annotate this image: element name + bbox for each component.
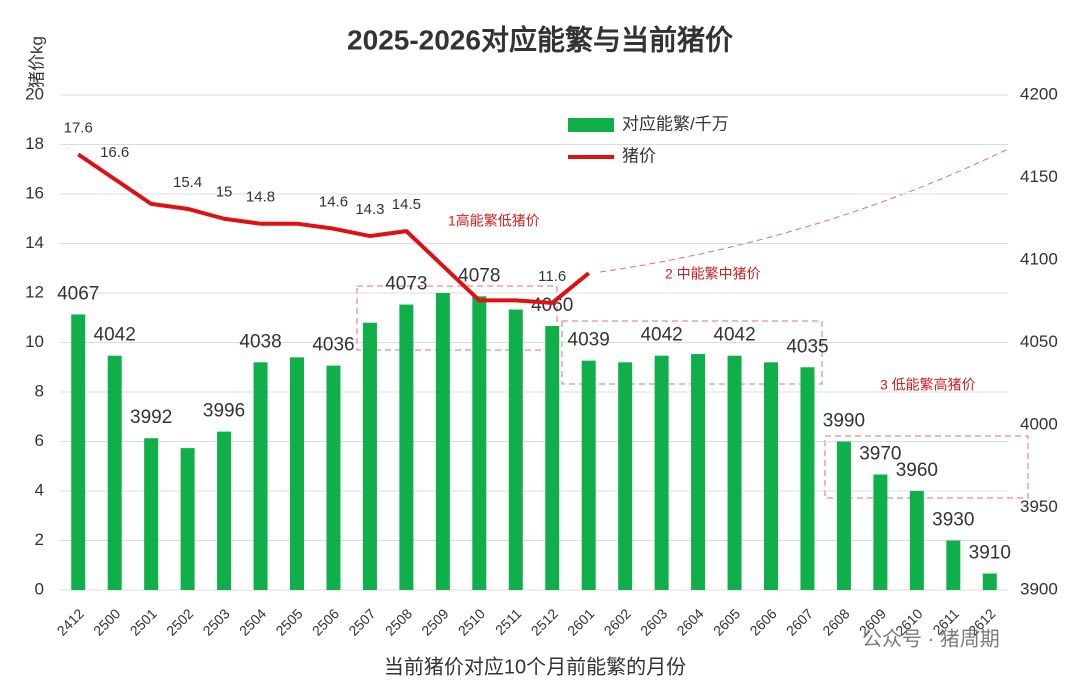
- bar: [909, 491, 924, 590]
- bar: [836, 441, 851, 590]
- y2-tick-label: 4200: [1020, 84, 1058, 103]
- bar-value-label: 4036: [312, 335, 354, 356]
- region-box: [356, 285, 558, 351]
- bar: [472, 296, 487, 590]
- annotation: 3 低能繁高猪价: [880, 377, 976, 393]
- bar: [399, 304, 414, 590]
- y-tick-label: 0: [35, 579, 44, 598]
- region-box: [824, 435, 1029, 499]
- annotation: 2 中能繁中猪价: [665, 266, 761, 282]
- y-tick-label: 16: [25, 183, 44, 202]
- bar: [290, 357, 304, 590]
- bar: [873, 474, 888, 590]
- bar: [508, 309, 523, 590]
- bar: [581, 360, 596, 590]
- bar: [764, 362, 778, 590]
- bar-value-label: 4039: [568, 330, 610, 351]
- y-tick-label: 12: [25, 282, 44, 301]
- bar-value-label: 4078: [458, 265, 500, 286]
- bar-value-label: 3970: [859, 444, 901, 465]
- trend-extension: [599, 147, 1011, 273]
- chart-title: 2025-2026对应能繁与当前猪价: [347, 23, 734, 55]
- bar: [618, 362, 633, 590]
- bar-value-label: 4042: [640, 325, 682, 346]
- bar-value-label: 3910: [969, 543, 1011, 564]
- line-value-label: 17.6: [64, 119, 93, 136]
- bar: [545, 326, 560, 590]
- y-tick-label: 10: [25, 332, 44, 351]
- bar: [253, 362, 268, 590]
- line-value-label: 16.6: [100, 144, 129, 161]
- y-tick-label: 4: [35, 480, 44, 499]
- bar-value-label: 4073: [385, 274, 427, 295]
- y-tick-label: 6: [35, 431, 44, 450]
- bar: [217, 431, 232, 590]
- line-value-label: 11.6: [538, 268, 566, 285]
- y-tick-label: 2: [35, 530, 44, 549]
- line-value-label: 14.3: [355, 201, 384, 218]
- line-value-label: 14.8: [246, 189, 275, 206]
- bar-value-label: 3996: [203, 401, 245, 422]
- legend-label: 猪价: [622, 146, 656, 165]
- bar: [800, 367, 815, 590]
- y-tick-label: 18: [25, 134, 44, 153]
- line-value-label: 14.6: [319, 194, 348, 211]
- bar-value-label: 4035: [786, 336, 828, 357]
- bar: [326, 365, 341, 590]
- y2-tick-label: 4150: [1020, 167, 1058, 186]
- bar: [654, 355, 669, 590]
- bar: [727, 355, 742, 590]
- bar: [435, 293, 450, 590]
- bar: [144, 438, 159, 590]
- legend-swatch: [568, 118, 614, 132]
- bar: [71, 314, 86, 590]
- y-tick-label: 20: [25, 84, 44, 103]
- watermark: 公众号 · 猪周期: [862, 627, 1000, 650]
- bar: [946, 540, 961, 590]
- y-axis-label: 猪价kg: [27, 36, 46, 88]
- bar-value-label: 4067: [57, 283, 99, 304]
- line-value-label: 14.5: [392, 196, 421, 213]
- line-value-label: 15: [216, 184, 233, 201]
- y2-tick-label: 4000: [1020, 414, 1058, 433]
- line: [77, 152, 590, 305]
- bar-value-label: 3960: [896, 460, 938, 481]
- bar-value-label: 4060: [531, 295, 573, 316]
- y-tick-label: 14: [25, 233, 44, 252]
- bar-value-label: 4042: [94, 325, 136, 346]
- bar-value-label: 3930: [932, 510, 974, 531]
- annotation: 1高能繁低猪价: [448, 213, 540, 229]
- legend-label: 对应能繁/千万: [622, 114, 729, 133]
- y2-tick-label: 4050: [1020, 332, 1058, 351]
- x-axis-label: 当前猪价对应10个月前能繁的月份: [384, 655, 686, 678]
- y2-tick-label: 4100: [1020, 249, 1058, 268]
- bar-value-label: 3990: [823, 411, 865, 432]
- y2-tick-label: 3900: [1020, 579, 1058, 598]
- bar: [107, 355, 122, 590]
- y2-tick-label: 3950: [1020, 497, 1058, 516]
- bar: [362, 322, 377, 590]
- bar: [180, 448, 195, 590]
- bar: [982, 573, 997, 590]
- bar-value-label: 3992: [130, 407, 172, 428]
- bar: [691, 354, 706, 590]
- bar-value-label: 4042: [713, 325, 755, 346]
- bar-value-label: 4038: [239, 331, 281, 352]
- line-value-label: 15.4: [173, 174, 202, 191]
- y-tick-label: 8: [35, 381, 44, 400]
